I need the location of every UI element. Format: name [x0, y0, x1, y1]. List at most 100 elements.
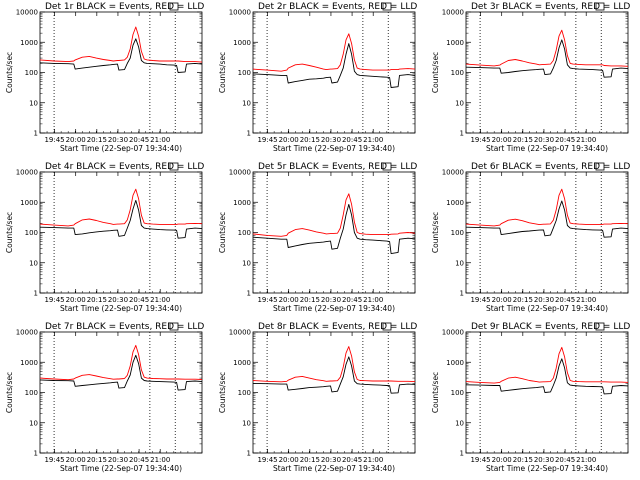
x-tick-label: 20:15 [87, 136, 107, 144]
x-tick-label: 19:45 [257, 136, 277, 144]
x-tick-label: 20:30 [321, 136, 341, 144]
x-tick-label: 19:45 [44, 456, 64, 464]
x-tick-label: 20:45 [342, 456, 362, 464]
detector-chart: Det 5r BLACK = Events, RED = LLD 1 10 100 10… [218, 162, 417, 313]
y-tick-label: 10000 [229, 329, 251, 337]
series-line-events [252, 203, 416, 255]
legend-marker [382, 322, 392, 331]
y-tick-label: 10 [455, 259, 464, 267]
y-axis-label: Counts/sec [218, 52, 227, 93]
plot-frame [39, 171, 203, 294]
x-axis-label: Start Time (22-Sep-07 19:34:40) [273, 464, 395, 473]
y-tick-label: 10 [242, 259, 251, 267]
series-line-lld [465, 29, 629, 67]
y-axis-label: Counts/sec [431, 372, 440, 413]
y-tick-label: 1000 [233, 359, 251, 367]
series-line-events [252, 43, 416, 88]
y-tick-label: 10 [29, 419, 38, 427]
y-axis-label: Counts/sec [218, 212, 227, 253]
legend-marker [169, 2, 179, 11]
y-tick-label: 100 [238, 389, 251, 397]
series-line-lld [39, 26, 203, 63]
y-axis-label: Counts/sec [5, 212, 14, 253]
y-tick-label: 100 [451, 229, 464, 237]
chart-title: Det 1r BLACK = Events, RED = LLD [45, 2, 204, 12]
y-tick-label: 100 [25, 229, 38, 237]
y-axis-label: Counts/sec [5, 52, 14, 93]
y-tick-label: 1000 [20, 199, 38, 207]
x-axis-label: Start Time (22-Sep-07 19:34:40) [486, 304, 608, 313]
y-axis-label: Counts/sec [218, 372, 227, 413]
x-tick-label: 20:15 [513, 296, 533, 304]
series-line-events [39, 354, 203, 391]
x-tick-label: 20:00 [66, 136, 86, 144]
series-line-lld [252, 33, 416, 72]
y-axis-label: Counts/sec [431, 212, 440, 253]
y-tick-label: 10 [242, 419, 251, 427]
x-tick-label: 20:15 [300, 456, 320, 464]
y-tick-label: 100 [238, 229, 251, 237]
plot-frame [39, 331, 203, 454]
y-tick-label: 1 [460, 290, 464, 298]
x-tick-label: 20:00 [66, 456, 86, 464]
y-axis-label: Counts/sec [5, 372, 14, 413]
x-tick-label: 21:00 [576, 456, 596, 464]
x-tick-label: 20:15 [87, 456, 107, 464]
legend-marker [169, 322, 179, 331]
legend-marker [595, 2, 605, 11]
x-tick-label: 20:00 [492, 296, 512, 304]
x-tick-label: 20:30 [321, 296, 341, 304]
x-tick-label: 21:00 [576, 136, 596, 144]
x-tick-label: 21:00 [150, 456, 170, 464]
y-tick-label: 1000 [446, 199, 464, 207]
x-axis-label: Start Time (22-Sep-07 19:34:40) [60, 304, 182, 313]
detector-panel: Det 2r BLACK = Events, RED = LLD 1 10 100 10… [213, 0, 426, 160]
y-tick-label: 100 [451, 389, 464, 397]
x-tick-label: 20:15 [300, 296, 320, 304]
y-tick-label: 1 [34, 290, 38, 298]
y-tick-label: 1000 [446, 39, 464, 47]
plot-frame [465, 171, 629, 294]
series-line-events [39, 199, 203, 239]
x-axis-label: Start Time (22-Sep-07 19:34:40) [486, 464, 608, 473]
chart-title: Det 6r BLACK = Events, RED = LLD [471, 162, 630, 172]
y-tick-label: 100 [238, 69, 251, 77]
y-tick-label: 10000 [229, 169, 251, 177]
chart-title: Det 8r BLACK = Events, RED = LLD [258, 322, 417, 332]
x-tick-label: 20:00 [279, 456, 299, 464]
x-tick-label: 20:00 [492, 456, 512, 464]
x-tick-label: 19:45 [44, 296, 64, 304]
detector-panel: Det 5r BLACK = Events, RED = LLD 1 10 100 10… [213, 160, 426, 320]
x-tick-label: 21:00 [576, 296, 596, 304]
series-line-events [465, 39, 629, 78]
x-tick-label: 20:15 [300, 136, 320, 144]
y-tick-label: 10 [455, 99, 464, 107]
x-tick-label: 21:00 [363, 456, 383, 464]
plot-frame [465, 11, 629, 134]
series-line-lld [39, 188, 203, 227]
x-tick-label: 19:45 [470, 136, 490, 144]
series-line-events [465, 200, 629, 238]
x-tick-label: 20:45 [342, 136, 362, 144]
detector-chart: Det 1r BLACK = Events, RED = LLD 1 10 100 10… [5, 2, 204, 153]
x-tick-label: 20:15 [513, 456, 533, 464]
legend-marker [595, 162, 605, 171]
x-axis-label: Start Time (22-Sep-07 19:34:40) [60, 144, 182, 153]
x-tick-label: 19:45 [257, 456, 277, 464]
detector-chart: Det 7r BLACK = Events, RED = LLD 1 10 100 10… [5, 322, 204, 473]
detector-chart: Det 6r BLACK = Events, RED = LLD 1 10 100 10… [431, 162, 630, 313]
y-tick-label: 1 [34, 130, 38, 138]
x-tick-label: 20:00 [279, 296, 299, 304]
detector-panel: Det 9r BLACK = Events, RED = LLD 1 10 100 10… [426, 320, 639, 480]
y-tick-label: 1 [460, 450, 464, 458]
x-axis-label: Start Time (22-Sep-07 19:34:40) [60, 464, 182, 473]
series-line-lld [39, 344, 203, 381]
x-tick-label: 20:00 [492, 136, 512, 144]
x-tick-label: 20:30 [534, 296, 554, 304]
x-tick-label: 20:45 [129, 456, 149, 464]
x-axis-label: Start Time (22-Sep-07 19:34:40) [273, 304, 395, 313]
detector-chart: Det 8r BLACK = Events, RED = LLD 1 10 100 10… [218, 322, 417, 473]
x-tick-label: 20:45 [555, 456, 575, 464]
plot-frame [252, 11, 416, 134]
